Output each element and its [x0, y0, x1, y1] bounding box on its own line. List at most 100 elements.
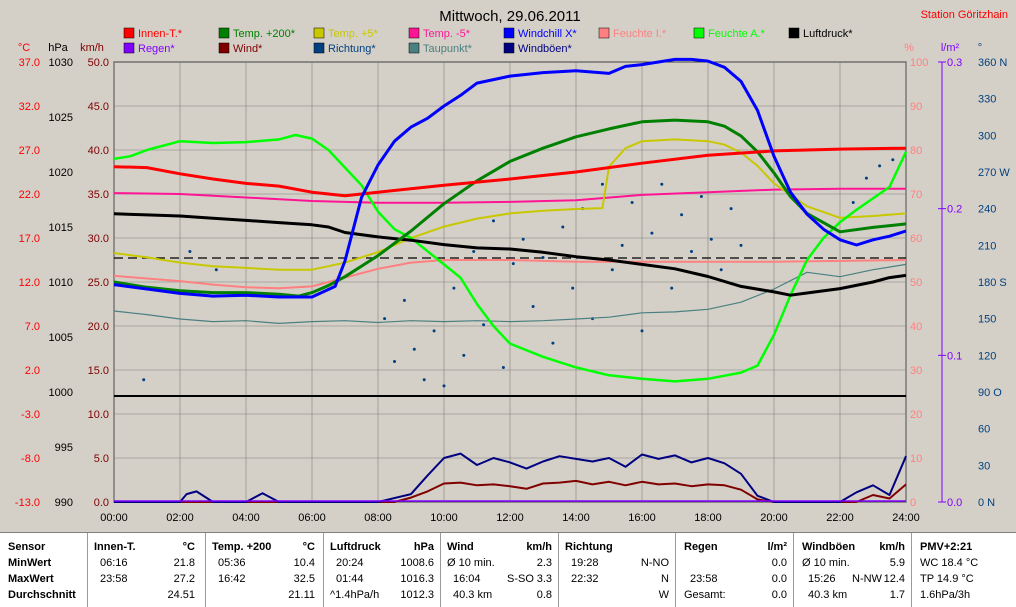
axis-header-celsius: °C — [18, 42, 30, 54]
axis-tick-kmh: 25.0 — [88, 277, 109, 289]
axis-tick-hpa: 1030 — [49, 57, 73, 69]
richtung-max-value: N — [661, 573, 669, 585]
pmv-title: PMV+2:21 — [920, 541, 973, 553]
axis-tick-celsius: 12.0 — [19, 277, 40, 289]
richtung-average: W — [658, 589, 669, 601]
axis-tick-hpa: 1000 — [49, 387, 73, 399]
windboeen-avg-value: 5.9 — [889, 557, 905, 569]
wind-avg-label: Ø 10 min. — [447, 557, 495, 569]
richtung-point — [541, 256, 545, 260]
legend-label: Luftdruck* — [803, 28, 853, 40]
legend-item: Feuchte I.* — [598, 27, 667, 40]
richtung-point — [640, 329, 644, 333]
axis-tick-kmh: 45.0 — [88, 101, 109, 113]
richtung-point — [402, 298, 406, 302]
windboeen-max-direction: N-NW — [852, 573, 882, 585]
regen-max-time: 23:58 — [690, 573, 718, 585]
legend-label: Feuchte I.* — [613, 28, 667, 40]
legend-label: Windböen* — [518, 43, 573, 55]
axis-tick-direction: 60 — [978, 424, 990, 436]
wind-max-direction: S-SO — [507, 573, 534, 585]
richtung-point — [501, 366, 505, 370]
summary-col-temp200: Temp. +200 °C 05:36 10.4 16:42 32.5 21.11 — [206, 533, 324, 607]
legend-label: Taupunkt* — [423, 43, 473, 55]
temp200-average: 21.11 — [288, 589, 315, 601]
richtung-point — [422, 378, 426, 382]
station-label: Station Göritzhain — [921, 9, 1008, 21]
wind-avg-value: 2.3 — [536, 557, 552, 569]
richtung-point — [670, 286, 674, 290]
legend-label: Feuchte A.* — [708, 28, 766, 40]
axis-tick-hpa: 1020 — [49, 167, 73, 179]
temp200-title: Temp. +200 — [212, 541, 272, 553]
axis-tick-direction: 180 S — [978, 277, 1007, 289]
pmv-taupunkt: TP 14.9 °C — [920, 573, 974, 585]
axis-tick-time: 24:00 — [892, 512, 920, 524]
axis-tick-percent: 0 — [910, 497, 916, 509]
axis-tick-percent: 100 — [910, 57, 928, 69]
axis-tick-celsius: 17.0 — [19, 233, 40, 245]
axis-tick-direction: 330 — [978, 94, 996, 106]
summary-table: Sensor MinWert MaxWert Durchschnitt Inne… — [0, 532, 1016, 607]
wind-max-time: 16:04 — [453, 573, 481, 585]
axis-tick-direction: 360 N — [978, 57, 1007, 69]
axis-tick-time: 22:00 — [826, 512, 854, 524]
innen-min-value: 21.8 — [173, 557, 195, 569]
axis-labels: 37.0 32.0 27.0 22.0 17.0 12.0 7.0 2.0 -3.0 -8.0 -1… — [15, 57, 1010, 524]
innen-average: 24.51 — [167, 589, 195, 601]
axis-tick-hpa: 1025 — [49, 112, 73, 124]
regen-max-value: 0.0 — [771, 573, 787, 585]
axis-tick-time: 08:00 — [364, 512, 392, 524]
weather-chart: Mittwoch, 29.06.2011 Station Göritzhain … — [14, 8, 1011, 524]
windboeen-unit: km/h — [879, 541, 905, 553]
legend-swatch — [313, 42, 325, 54]
richtung-point — [729, 207, 733, 211]
richtung-point — [864, 176, 868, 180]
richtung-point — [630, 201, 634, 205]
legend-item: Luftdruck* — [788, 27, 853, 40]
regen-total-value: 0.0 — [771, 589, 787, 601]
legend-swatch — [693, 27, 705, 39]
axis-tick-time: 12:00 — [496, 512, 524, 524]
richtung-point — [610, 268, 614, 272]
richtung-point — [660, 182, 664, 186]
axis-tick-direction: 0 N — [978, 497, 995, 509]
legend-swatch — [123, 27, 135, 39]
summary-col-sensor: Sensor MinWert MaxWert Durchschnitt — [0, 533, 88, 607]
axis-tick-celsius: -13.0 — [15, 497, 40, 509]
windboeen-distance: 40.3 km — [808, 589, 848, 601]
series-line-temp-200 — [113, 118, 907, 298]
regen-title: Regen — [684, 541, 718, 553]
axis-tick-time: 10:00 — [430, 512, 458, 524]
legend: Innen-T.* Temp. +200* Temp. +5* Temp. -5* Wi… — [123, 27, 853, 55]
maxwert-label: MaxWert — [8, 573, 54, 585]
summary-col-richtung: Richtung 19:28 N-NO 22:32 N W — [559, 533, 676, 607]
innen-min-time: 06:16 — [100, 557, 128, 569]
richtung-point — [699, 194, 703, 198]
windboeen-max-time: 15:26 — [808, 573, 836, 585]
legend-label: Wind* — [233, 43, 263, 55]
richtung-point — [188, 249, 192, 253]
richtung-min-time: 19:28 — [571, 557, 599, 569]
axis-tick-percent: 20 — [910, 409, 922, 421]
axis-tick-direction: 270 W — [978, 167, 1010, 179]
series-line-windchill-x — [113, 57, 907, 299]
richtung-point — [878, 164, 882, 168]
richtung-point — [709, 237, 713, 241]
richtung-point — [891, 158, 895, 162]
legend-label: Temp. +5* — [328, 28, 379, 40]
windboeen-average: 1.7 — [889, 589, 905, 601]
legend-item: Innen-T.* — [123, 27, 183, 40]
axis-tick-kmh: 30.0 — [88, 233, 109, 245]
temp200-max-time: 16:42 — [218, 573, 246, 585]
axis-tick-percent: 50 — [910, 277, 922, 289]
luftdruck-trend: ^1.4hPa/h — [330, 589, 380, 601]
richtung-point — [571, 286, 575, 290]
axis-header-rain: l/m² — [941, 42, 960, 54]
innen-unit: °C — [182, 541, 195, 553]
regen-unit: l/m² — [767, 541, 787, 553]
luftdruck-title: Luftdruck — [330, 541, 381, 553]
legend-swatch — [503, 27, 515, 39]
axis-tick-rain: 0.2 — [947, 204, 962, 216]
axis-tick-direction: 300 — [978, 130, 996, 142]
